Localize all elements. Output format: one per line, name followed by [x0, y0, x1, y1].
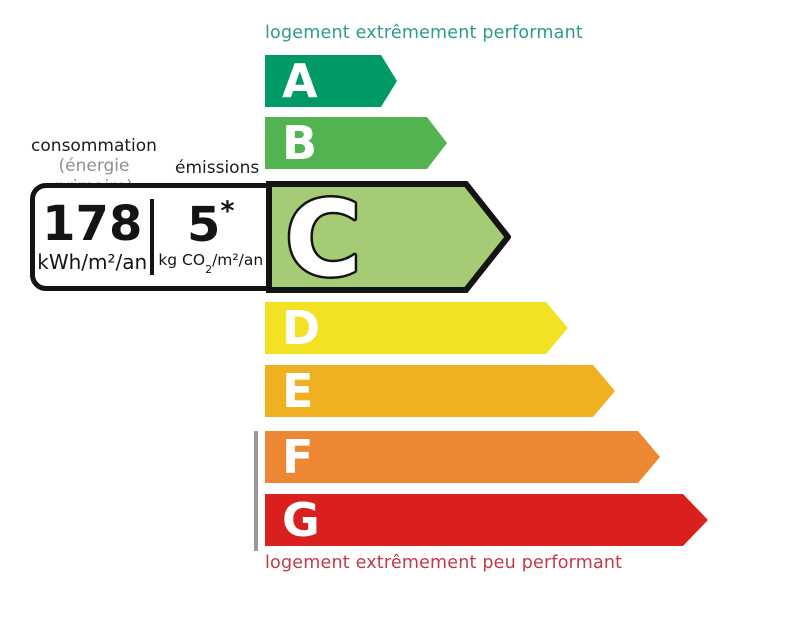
- grade-arrow-f: F: [265, 431, 660, 483]
- emissions-value: 5*: [187, 198, 235, 249]
- grade-letter: D: [282, 301, 321, 355]
- metrics-divider: [149, 199, 154, 275]
- consumption-metric: 178 kWh/m²/an: [35, 188, 150, 286]
- grade-letter: F: [282, 430, 314, 484]
- emissions-unit: kg CO2/m²/an: [158, 251, 264, 275]
- emissions-number: 5: [186, 197, 221, 254]
- grade-arrow-a: A: [265, 55, 397, 107]
- top-performance-label: logement extrêmement performant: [265, 23, 583, 43]
- grade-arrow-d: D: [265, 302, 568, 354]
- emissions-title: émissions: [175, 158, 260, 178]
- consumption-title: consommation: [31, 136, 157, 156]
- bottom-performance-label: logement extrêmement peu performant: [265, 553, 623, 573]
- emissions-unit-prefix: kg CO: [158, 251, 206, 270]
- selected-grade-letter: C: [285, 180, 361, 294]
- emissions-metric: 5* kg CO2/m²/an: [154, 188, 269, 286]
- grade-arrow-e: E: [265, 365, 615, 417]
- selected-grade-arrow: C: [266, 180, 511, 294]
- grade-letter: G: [282, 493, 320, 547]
- consumption-unit: kWh/m²/an: [37, 250, 148, 274]
- emissions-unit-suffix: /m²/an: [212, 251, 264, 270]
- grade-arrow-g: G: [265, 494, 708, 546]
- grade-arrow-b: B: [265, 117, 447, 169]
- emissions-unit-subscript: 2: [205, 262, 213, 276]
- grade-letter: A: [282, 54, 318, 108]
- consumption-value: 178: [42, 196, 143, 252]
- grade-letter: E: [282, 364, 314, 418]
- selected-grade-arrow-shape: [266, 181, 511, 293]
- metrics-box: 178 kWh/m²/an 5* kg CO2/m²/an: [30, 183, 273, 291]
- emissions-asterisk: *: [220, 196, 235, 228]
- low-performance-bracket: [254, 431, 258, 551]
- grade-letter: B: [282, 116, 318, 170]
